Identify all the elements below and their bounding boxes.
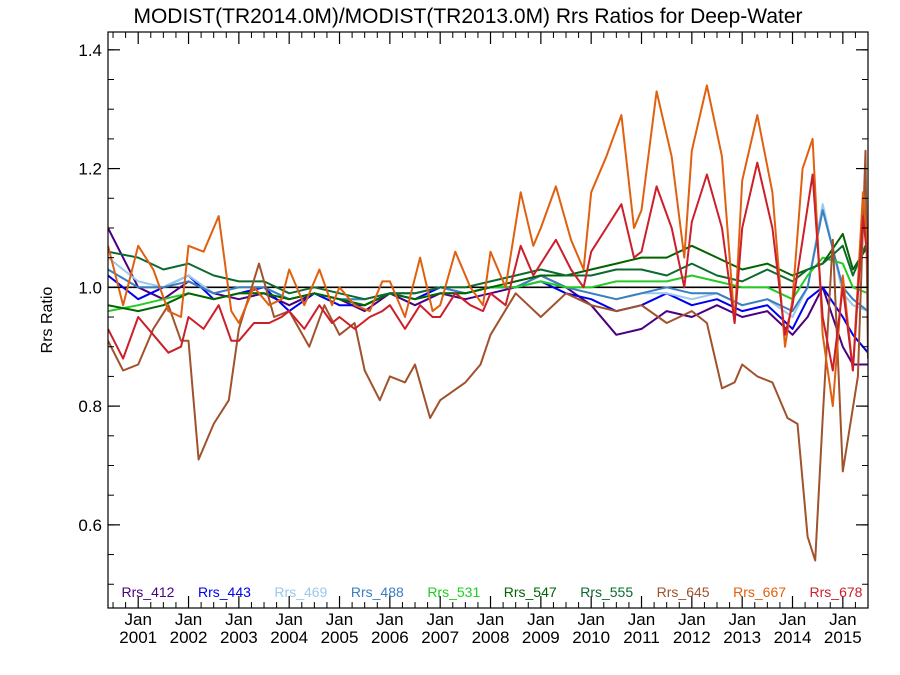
plot-frame — [107, 31, 869, 609]
x-tick-label-month: Jan — [175, 610, 202, 629]
series-line-rrs-678 — [108, 161, 868, 372]
y-tick-label: 0.6 — [78, 516, 102, 535]
x-tick-label-year: 2014 — [774, 628, 812, 647]
legend-entry-rrs-645: Rrs_645 — [657, 584, 710, 600]
x-tick-label-year: 2013 — [723, 628, 761, 647]
x-tick-label-month: Jan — [779, 610, 806, 629]
x-tick-label-month: Jan — [225, 610, 252, 629]
legend-entry-rrs-667: Rrs_667 — [733, 584, 786, 600]
series-line-rrs-547 — [108, 232, 868, 313]
x-tick-label-year: 2012 — [673, 628, 711, 647]
x-tick-label-month: Jan — [426, 610, 453, 629]
chart-title: MODIST(TR2014.0M)/MODIST(TR2013.0M) Rrs … — [133, 5, 802, 28]
x-tick-label-year: 2006 — [371, 628, 409, 647]
x-tick-label-month: Jan — [124, 610, 151, 629]
series-line-rrs-645 — [108, 149, 868, 562]
x-tick-label-month: Jan — [275, 610, 302, 629]
x-tick-label-month: Jan — [678, 610, 705, 629]
x-tick-label-year: 2001 — [119, 628, 157, 647]
x-tick-label-year: 2004 — [270, 628, 308, 647]
y-tick-label: 0.8 — [78, 397, 102, 416]
legend-entry-rrs-678: Rrs_678 — [810, 584, 863, 600]
x-tick-label-year: 2008 — [472, 628, 510, 647]
x-tick-label-month: Jan — [628, 610, 655, 629]
x-tick-label-year: 2002 — [170, 628, 208, 647]
x-tick-label-month: Jan — [577, 610, 604, 629]
x-tick-label-year: 2005 — [321, 628, 359, 647]
x-tick-label-month: Jan — [829, 610, 856, 629]
x-tick-label-year: 2007 — [421, 628, 459, 647]
axes: 0.60.81.01.21.4Jan2001Jan2002Jan2003Jan2… — [78, 31, 869, 647]
x-tick-label-month: Jan — [326, 610, 353, 629]
x-tick-label-month: Jan — [527, 610, 554, 629]
x-tick-label-year: 2003 — [220, 628, 258, 647]
x-tick-label-year: 2009 — [522, 628, 560, 647]
x-tick-label-year: 2011 — [623, 628, 660, 647]
x-tick-label-month: Jan — [477, 610, 504, 629]
x-tick-label-month: Jan — [728, 610, 755, 629]
legend-entry-rrs-531: Rrs_531 — [427, 584, 480, 600]
legend-entry-rrs-555: Rrs_555 — [580, 584, 633, 600]
y-axis-label: Rrs Ratio — [39, 287, 56, 354]
legend-entry-rrs-469: Rrs_469 — [274, 584, 327, 600]
legend-entry-rrs-443: Rrs_443 — [198, 584, 251, 600]
x-tick-label-month: Jan — [376, 610, 403, 629]
series-layer — [108, 84, 868, 562]
legend: Rrs_412 Rrs_443 Rrs_469 Rrs_488 Rrs_531 Rrs_5… — [122, 584, 863, 600]
legend-entry-rrs-412: Rrs_412 — [122, 584, 175, 600]
y-tick-label: 1.2 — [78, 160, 102, 179]
legend-entry-rrs-547: Rrs_547 — [504, 584, 557, 600]
y-tick-label: 1.4 — [78, 41, 102, 60]
x-tick-label-year: 2010 — [572, 628, 610, 647]
legend-entry-rrs-488: Rrs_488 — [351, 584, 404, 600]
x-tick-label-year: 2015 — [824, 628, 862, 647]
series-line-rrs-667 — [108, 84, 868, 408]
series-line-rrs-555 — [108, 239, 868, 301]
y-tick-label: 1.0 — [78, 278, 102, 297]
